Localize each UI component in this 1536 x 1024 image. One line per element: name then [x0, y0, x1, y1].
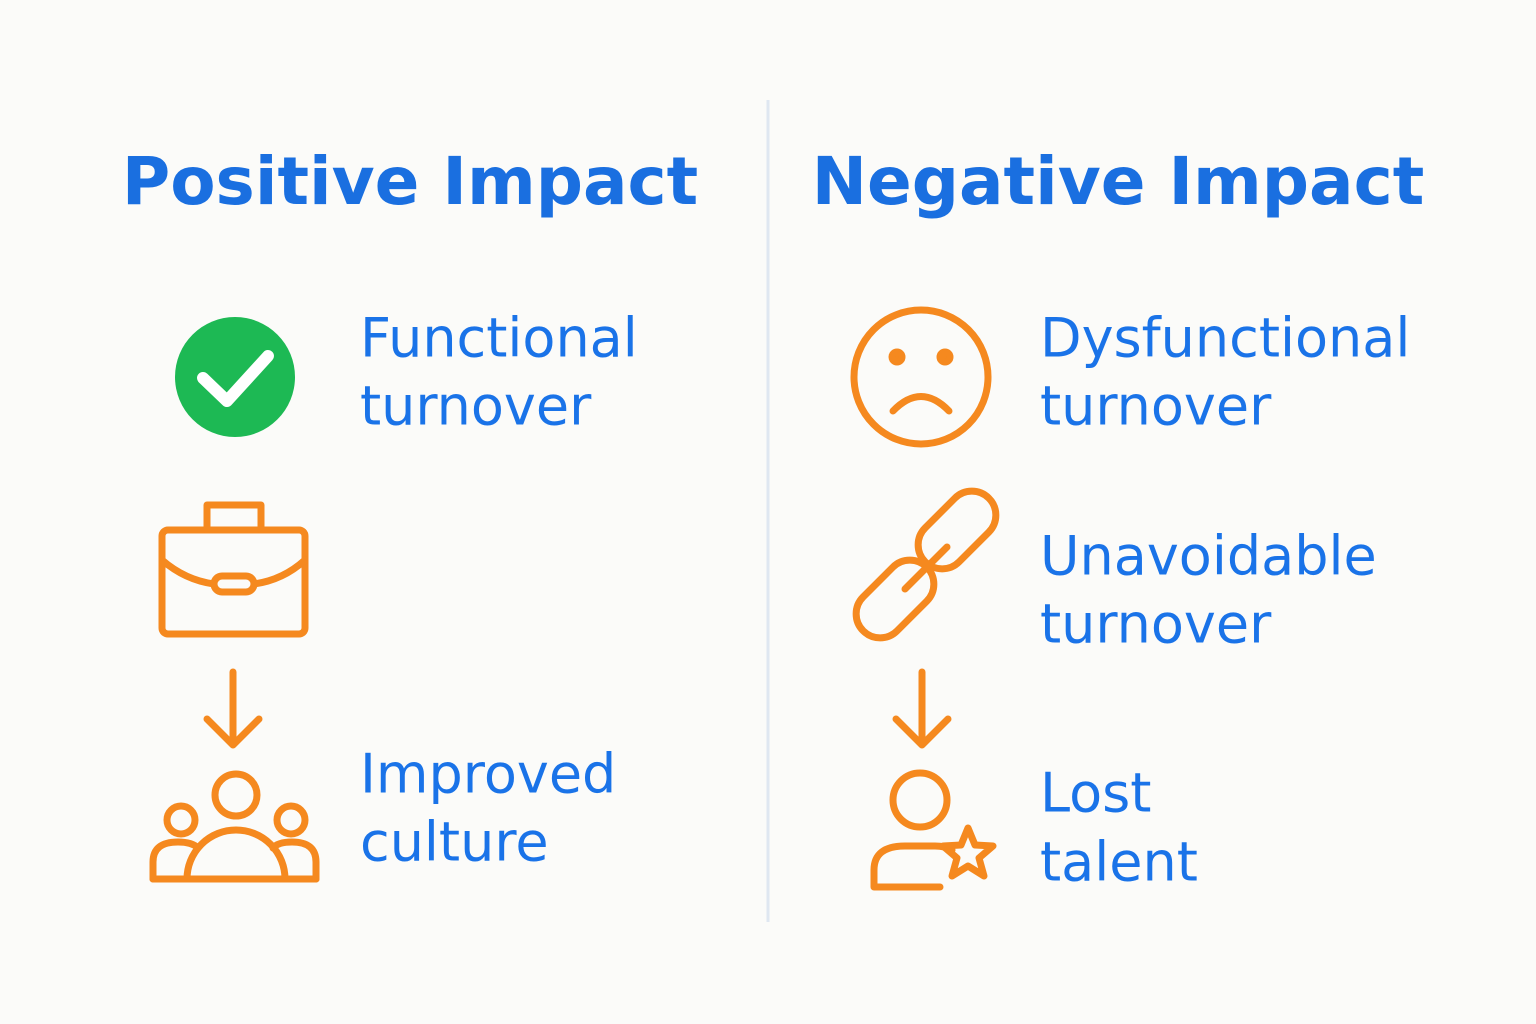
item-label: turnover — [360, 375, 592, 438]
arrow-down-icon — [203, 668, 263, 749]
item-label: Improved — [360, 743, 616, 806]
item-label: Dysfunctional — [1040, 307, 1410, 370]
item-label: talent — [1040, 831, 1198, 894]
team-icon — [149, 770, 320, 883]
briefcase-icon — [158, 501, 309, 638]
sad-face-icon — [850, 306, 992, 448]
item-label: culture — [360, 811, 549, 874]
arrow-down-icon — [892, 668, 952, 749]
talent-icon — [870, 769, 997, 891]
item-label: Unavoidable — [1040, 525, 1377, 588]
column-title: Negative Impact — [812, 143, 1425, 220]
chain-link-icon — [852, 487, 1000, 642]
item-label: Lost — [1040, 762, 1151, 825]
column-title: Positive Impact — [122, 143, 698, 220]
check-icon — [175, 317, 295, 437]
item-label: Functional — [360, 307, 638, 370]
item-label: turnover — [1040, 593, 1272, 656]
item-label: turnover — [1040, 375, 1272, 438]
